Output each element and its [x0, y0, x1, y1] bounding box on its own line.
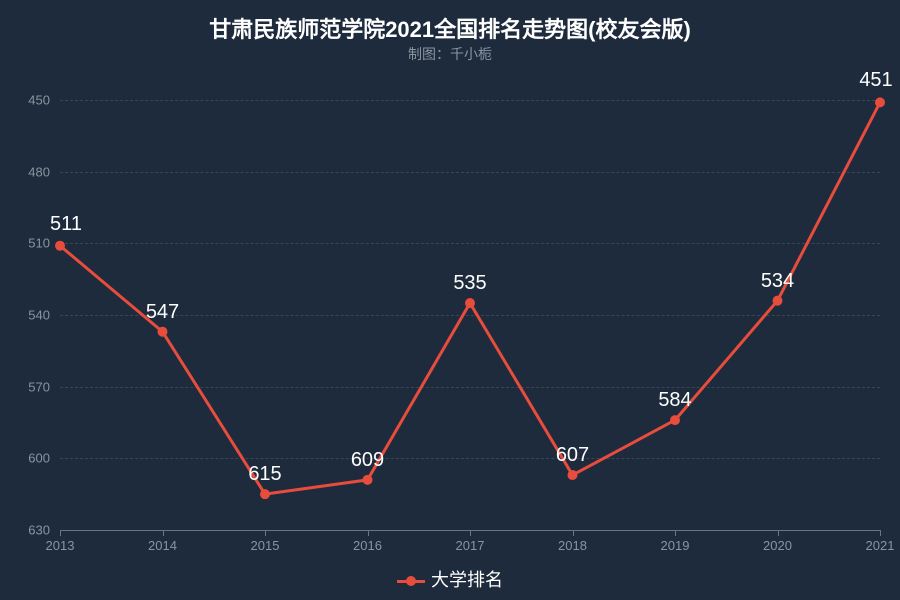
x-axis-tick [163, 530, 164, 536]
x-axis-tick [60, 530, 61, 536]
chart-container: 甘肃民族师范学院2021全国排名走势图(校友会版) 制图：千小栀 4504805… [0, 0, 900, 600]
x-tick-label: 2016 [353, 538, 382, 553]
y-tick-label: 450 [10, 93, 50, 108]
chart-subtitle: 制图：千小栀 [0, 44, 900, 64]
plot-area: 4504805105405706006302013201420152016201… [60, 100, 880, 530]
data-label: 615 [248, 463, 281, 486]
legend: 大学排名 [0, 566, 900, 592]
series-marker [568, 470, 578, 480]
x-tick-label: 2013 [46, 538, 75, 553]
legend-marker-icon [397, 580, 425, 583]
data-label: 534 [761, 270, 794, 293]
y-tick-label: 510 [10, 236, 50, 251]
series-marker [875, 97, 885, 107]
x-axis-tick [573, 530, 574, 536]
chart-title: 甘肃民族师范学院2021全国排名走势图(校友会版) [0, 12, 900, 44]
x-axis-tick [368, 530, 369, 536]
series-marker [158, 327, 168, 337]
data-label: 535 [453, 272, 486, 295]
series-marker [363, 475, 373, 485]
x-axis-tick [265, 530, 266, 536]
y-tick-label: 630 [10, 523, 50, 538]
x-axis-tick [880, 530, 881, 536]
x-tick-label: 2020 [763, 538, 792, 553]
x-axis-tick [778, 530, 779, 536]
x-axis-tick [470, 530, 471, 536]
series-marker [55, 241, 65, 251]
x-tick-label: 2014 [148, 538, 177, 553]
x-tick-label: 2015 [251, 538, 280, 553]
x-axis-tick [675, 530, 676, 536]
data-label: 547 [146, 301, 179, 324]
series-svg [60, 100, 880, 530]
y-tick-label: 600 [10, 451, 50, 466]
legend-label: 大学排名 [431, 570, 503, 590]
x-tick-label: 2017 [456, 538, 485, 553]
x-tick-label: 2021 [866, 538, 895, 553]
x-tick-label: 2018 [558, 538, 587, 553]
y-tick-label: 570 [10, 379, 50, 394]
y-tick-label: 480 [10, 164, 50, 179]
x-tick-label: 2019 [661, 538, 690, 553]
y-tick-label: 540 [10, 308, 50, 323]
data-label: 607 [556, 444, 589, 467]
series-marker [260, 489, 270, 499]
data-label: 451 [859, 69, 892, 92]
series-marker [773, 296, 783, 306]
data-label: 584 [658, 389, 691, 412]
data-label: 609 [351, 449, 384, 472]
series-marker [670, 415, 680, 425]
series-marker [465, 298, 475, 308]
data-label: 511 [50, 213, 82, 236]
